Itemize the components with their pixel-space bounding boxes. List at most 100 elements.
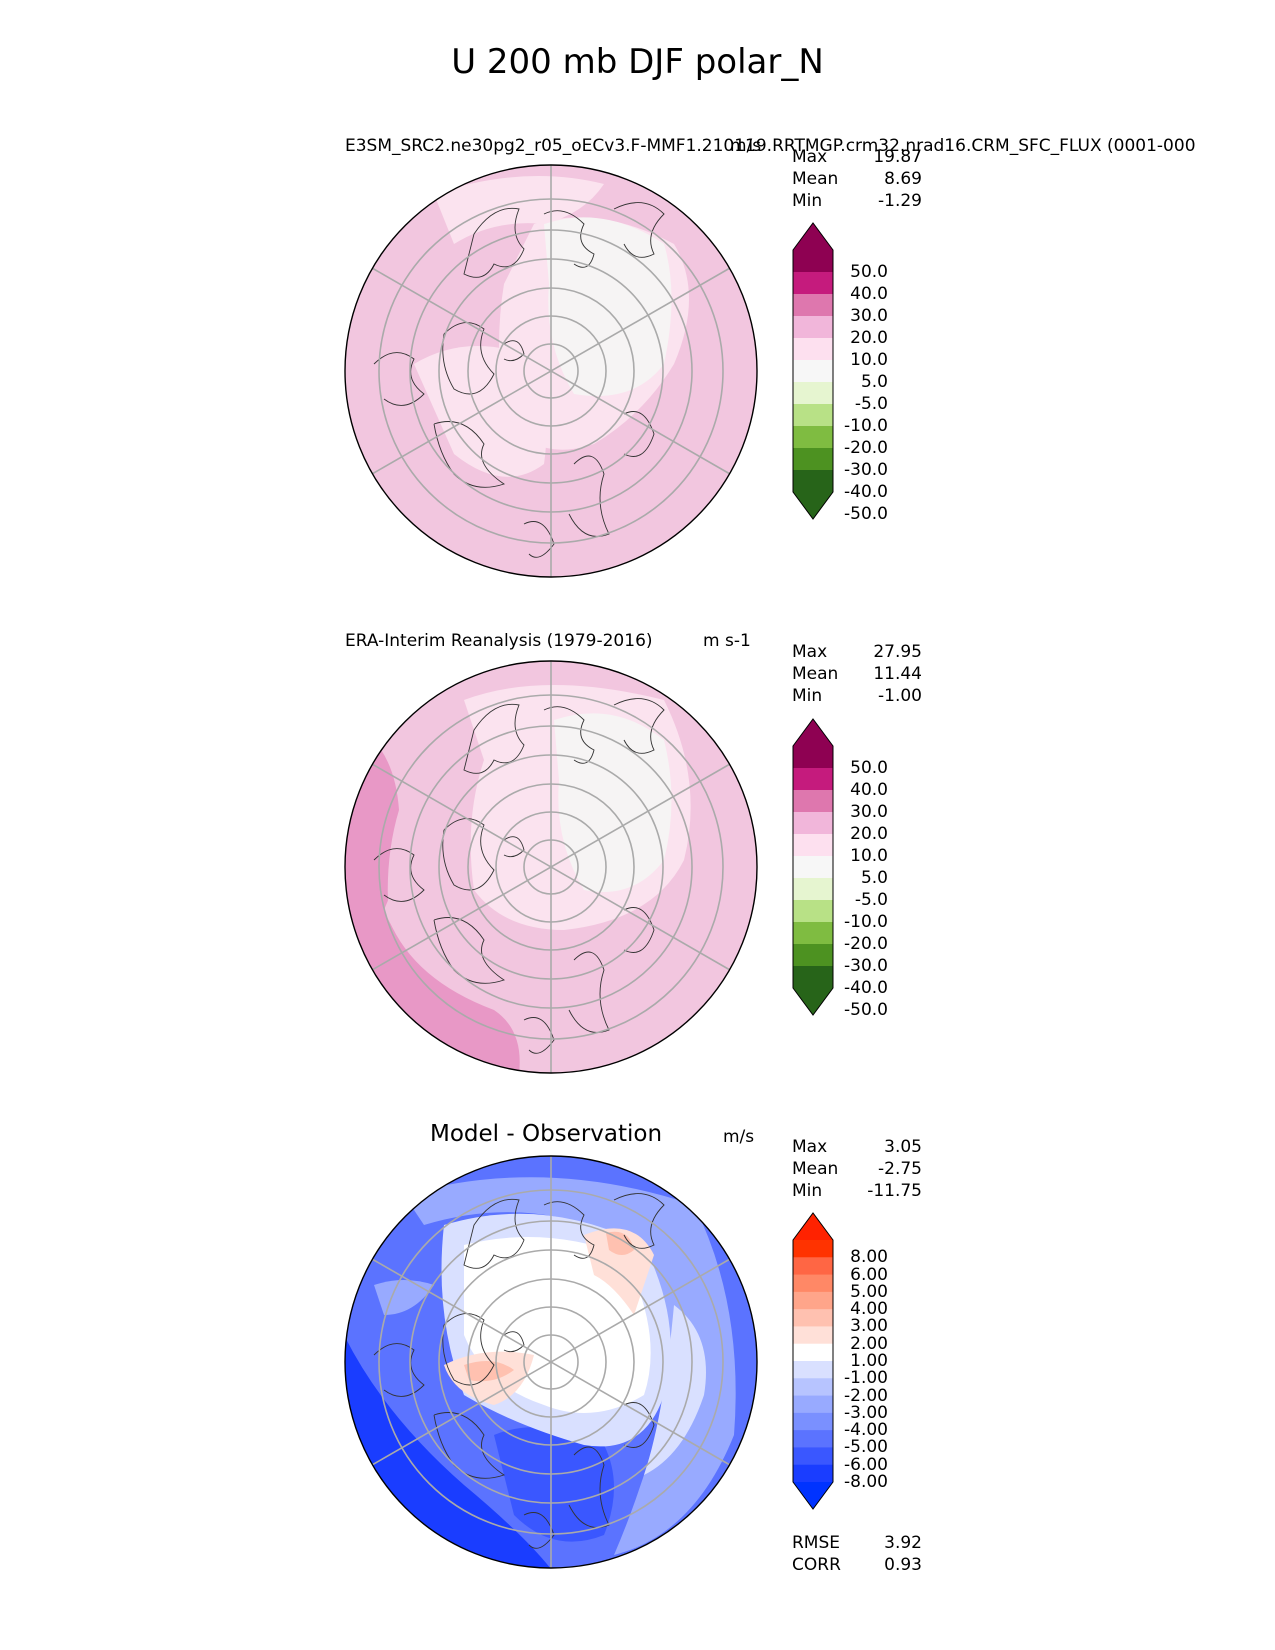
stat-label: Mean: [792, 664, 839, 684]
colorbar-test: [792, 222, 834, 520]
colorbar-segment: [793, 1291, 833, 1310]
polar-map-test: [344, 164, 758, 578]
stat-label: Min: [792, 686, 823, 706]
metric-value: 0.93: [884, 1555, 922, 1575]
colorbar-segment: [793, 790, 833, 813]
panel-3-stats: Max 3.05 Mean -2.75 Min -11.75: [792, 1136, 922, 1202]
colorbar-segment: [793, 1464, 833, 1483]
stat-value: -1.29: [878, 191, 922, 211]
colorbar-outline: [792, 1212, 834, 1510]
colorbar-tick-label: 50.0: [850, 262, 888, 282]
stat-label: Mean: [792, 1159, 839, 1179]
colorbar-tick-label: 1.00: [850, 1351, 888, 1371]
panel-3-metrics: RMSE 3.92 CORR 0.93: [792, 1532, 922, 1576]
colorbar-outline: [792, 222, 834, 520]
colorbar-tick-label: -30.0: [844, 460, 888, 480]
colorbar-tick-label: 30.0: [850, 306, 888, 326]
colorbar-segment: [793, 768, 833, 791]
colorbar-tick-label: -1.00: [844, 1368, 888, 1389]
stat-value: 11.44: [873, 664, 922, 684]
colorbar-segment: [793, 316, 833, 339]
colorbar-tick-label: -5.0: [854, 890, 888, 910]
colorbar-tick-label: -20.0: [844, 934, 888, 954]
colorbar-segment: [793, 1395, 833, 1414]
colorbar-segment: [793, 944, 833, 967]
colorbar-segment: [793, 966, 833, 989]
metric-label: RMSE: [792, 1533, 841, 1553]
colorbar-tick-label: -40.0: [844, 482, 888, 502]
colorbar-segment: [793, 272, 833, 295]
colorbar-tick-label: -3.00: [844, 1402, 888, 1423]
panel-1-stats: Max 19.87 Mean 8.69 Min -1.29: [792, 146, 922, 212]
metric-value: 3.92: [884, 1533, 922, 1553]
panel-2-title: ERA-Interim Reanalysis (1979-2016): [345, 631, 653, 651]
panel-3-units: m/s: [723, 1127, 755, 1147]
colorbar-segment: [793, 922, 833, 945]
colorbar-extend-bottom: [793, 492, 833, 519]
colorbar-test-ticks: 50.0 40.0 30.0 20.0 10.0 5.0 -5.0 -10.0 -20.0 -30…: [832, 222, 888, 524]
colorbar-tick-label: -5.00: [844, 1437, 888, 1458]
colorbar-extend-top: [793, 1213, 833, 1240]
polar-map-reference: [344, 660, 758, 1074]
colorbar-segment: [793, 1430, 833, 1448]
stat-label: Min: [792, 1181, 823, 1201]
colorbar-tick-label: -8.00: [844, 1472, 888, 1492]
colorbar-segment: [793, 426, 833, 449]
stat-label: Max: [792, 1137, 828, 1157]
stat-label: Min: [792, 191, 823, 211]
colorbar-tick-label: 10.0: [850, 846, 888, 866]
colorbar-segment: [793, 1447, 833, 1466]
colorbar-tick-label: -50.0: [844, 1000, 888, 1020]
panel-1-units: m/s: [730, 136, 762, 156]
stat-value: 19.87: [873, 147, 922, 167]
stat-label: Max: [792, 147, 828, 167]
colorbar-segment: [793, 900, 833, 923]
colorbar-difference-ticks: 8.00 6.00 5.00 4.00 3.00 2.00 1.00 -1.00 -2.00 -3…: [832, 1212, 888, 1510]
colorbar-tick-label: 20.0: [850, 824, 888, 844]
colorbar-segment: [793, 1412, 833, 1431]
colorbar-segment: [793, 448, 833, 471]
stat-value: 8.69: [884, 169, 922, 189]
colorbar-segment: [793, 294, 833, 317]
colorbar-tick-label: 4.00: [850, 1299, 888, 1320]
panel-2-units: m s-1: [703, 631, 751, 651]
colorbar-segment: [793, 878, 833, 901]
colorbar-tick-label: -10.0: [844, 416, 888, 436]
colorbar-segment: [793, 360, 833, 383]
colorbar-segment: [793, 470, 833, 493]
colorbar-extend-bottom: [793, 988, 833, 1015]
colorbar-segment: [793, 1343, 833, 1362]
colorbar-tick-label: 40.0: [850, 780, 888, 800]
stat-value: -11.75: [867, 1181, 922, 1201]
colorbar-segment: [793, 1378, 833, 1397]
colorbar-extend-top: [793, 223, 833, 250]
colorbar-extend-top: [793, 719, 833, 746]
colorbar-tick-label: 30.0: [850, 802, 888, 822]
colorbar-segment: [793, 856, 833, 879]
colorbar-tick-label: -30.0: [844, 956, 888, 976]
figure-title: U 200 mb DJF polar_N: [451, 42, 824, 82]
colorbar-tick-label: 6.00: [850, 1264, 888, 1285]
colorbar-tick-label: 3.00: [850, 1316, 888, 1337]
colorbar-tick-label: 5.0: [860, 868, 888, 888]
metric-label: CORR: [792, 1555, 841, 1575]
colorbar-segment: [793, 834, 833, 857]
stat-label: Mean: [792, 169, 839, 189]
colorbar-tick-label: 20.0: [850, 328, 888, 348]
colorbar-segment: [793, 1257, 833, 1276]
stat-value: 3.05: [884, 1137, 922, 1157]
colorbar-extend-bottom: [793, 1482, 833, 1509]
colorbar-difference: [792, 1212, 834, 1510]
colorbar-tick-label: -40.0: [844, 978, 888, 998]
colorbar-segment: [793, 746, 833, 769]
colorbar-segment: [793, 812, 833, 835]
stat-value: 27.95: [873, 642, 922, 662]
colorbar-tick-label: -10.0: [844, 912, 888, 932]
colorbar-outline: [792, 718, 834, 1016]
colorbar-tick-label: 5.0: [860, 372, 888, 392]
colorbar-tick-label: 40.0: [850, 284, 888, 304]
colorbar-tick-label: 10.0: [850, 350, 888, 370]
colorbar-segment: [793, 250, 833, 273]
colorbar-tick-label: -6.00: [844, 1454, 888, 1475]
colorbar-reference-ticks: 50.0 40.0 30.0 20.0 10.0 5.0 -5.0 -10.0 -20.0 -30…: [832, 718, 888, 1020]
